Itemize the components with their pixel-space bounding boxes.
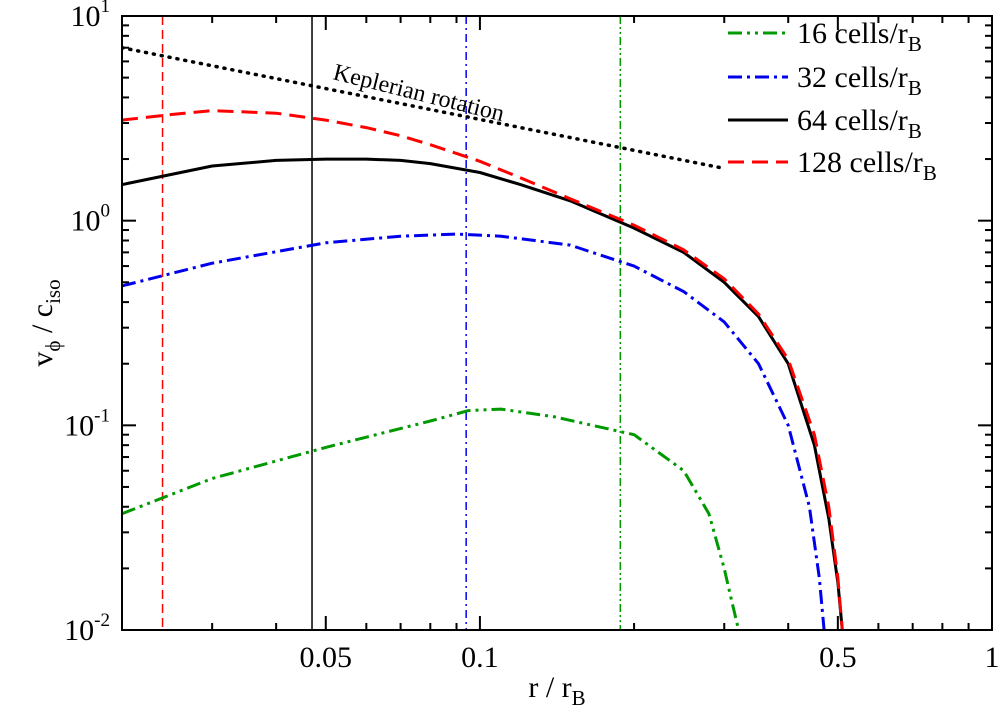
plot-area <box>122 16 992 630</box>
reference-layer <box>122 45 726 171</box>
x-axis-label: r / rB <box>528 671 585 710</box>
axis-ticks <box>122 15 993 631</box>
keplerian-line <box>122 45 726 171</box>
series-line-0 <box>122 407 741 630</box>
y-tick-label-2: 10-1 <box>64 405 110 442</box>
svg-text:vϕ / ciso: vϕ / ciso <box>26 279 65 366</box>
plot-frame <box>121 15 993 631</box>
y-axis-label: vϕ / ciso <box>26 279 65 366</box>
series-layer <box>122 109 844 630</box>
legend-label-2: 64 cells/rB <box>797 104 922 143</box>
legend-label-3: 128 cells/rB <box>797 146 937 185</box>
legend-label-1: 32 cells/rB <box>797 61 922 100</box>
x-tick-label-3: 1 <box>985 641 1000 674</box>
y-tick-label-0: 101 <box>71 0 111 33</box>
y-tick-label-3: 10-2 <box>64 610 110 647</box>
axis-tick-labels: 0.05 0.1 0.5 1 101 100 10-1 10-2 <box>64 0 999 674</box>
series-line-1 <box>122 232 826 630</box>
x-tick-label-0: 0.05 <box>300 641 353 674</box>
series-line-2 <box>122 157 844 630</box>
series-line-3 <box>122 109 844 630</box>
x-tick-label-1: 0.1 <box>461 641 499 674</box>
y-tick-label-1: 100 <box>71 201 111 238</box>
x-tick-label-2: 0.5 <box>819 641 857 674</box>
legend-label-0: 16 cells/rB <box>797 17 922 56</box>
